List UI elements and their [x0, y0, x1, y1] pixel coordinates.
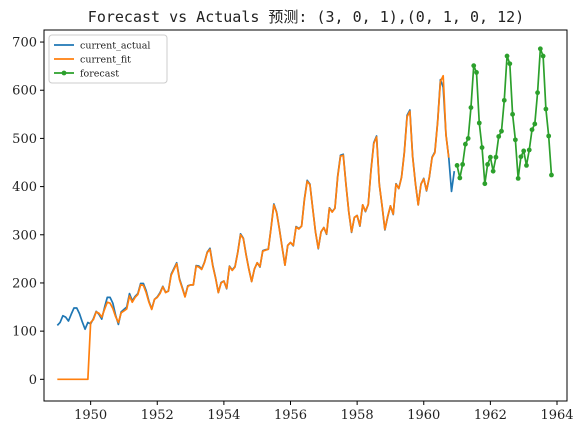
data-point-forecast [454, 162, 460, 168]
data-point-forecast [471, 63, 477, 69]
data-point-forecast [462, 141, 468, 147]
y-tick-label: 200 [12, 276, 37, 291]
data-point-forecast [482, 181, 488, 187]
data-point-forecast [535, 90, 540, 96]
data-point-forecast [490, 168, 496, 174]
x-tick-label: 1958 [341, 408, 374, 423]
data-point-forecast [529, 127, 535, 133]
data-point-forecast [504, 53, 510, 59]
data-point-forecast [540, 53, 546, 59]
x-tick-label: 1952 [141, 408, 174, 423]
axis-ticks: 1950 1952 1954 1956 1958 1960 1962 1964 0 100 200 3… [12, 36, 573, 423]
data-point-forecast [543, 106, 549, 112]
data-point-forecast [507, 61, 513, 67]
chart-title: Forecast vs Actuals 预测: (3, 0, 1),(0, 1,… [88, 8, 524, 26]
legend-marker [61, 70, 67, 76]
plot-area [56, 46, 554, 381]
data-point-forecast [457, 175, 463, 181]
y-tick-label: 100 [12, 325, 37, 340]
y-tick-label: 700 [12, 36, 37, 51]
legend-entry-forecast: forecast [80, 68, 119, 79]
x-tick-label: 1962 [474, 408, 507, 423]
data-point-forecast [499, 128, 504, 134]
data-point-forecast [521, 148, 527, 154]
legend-entry-current_actual: current_actual [80, 40, 150, 51]
data-point-forecast [526, 147, 532, 153]
data-point-forecast [515, 176, 521, 181]
data-point-forecast [485, 162, 491, 167]
series-line-forecast [456, 47, 553, 185]
y-tick-label: 600 [12, 84, 37, 99]
x-tick-label: 1964 [540, 408, 573, 423]
x-tick-label: 1960 [407, 408, 440, 423]
data-point-forecast [479, 145, 485, 150]
data-point-forecast [501, 97, 507, 103]
data-point-forecast [512, 137, 518, 143]
x-tick-label: 1956 [274, 408, 307, 423]
legend-box [48, 34, 168, 84]
data-point-forecast [487, 154, 493, 160]
data-point-forecast [493, 154, 499, 160]
data-point-forecast [532, 121, 538, 127]
data-point-forecast [546, 133, 552, 139]
data-point-forecast [524, 162, 529, 168]
y-tick-label: 0 [29, 373, 37, 388]
series-line-current_fit [57, 74, 450, 381]
data-point-forecast [476, 120, 482, 126]
x-tick-label: 1954 [207, 408, 240, 423]
y-tick-label: 400 [12, 180, 37, 195]
data-point-forecast [474, 70, 479, 75]
data-point-forecast [518, 154, 524, 160]
x-tick-label: 1950 [74, 408, 107, 423]
data-point-forecast [460, 162, 466, 167]
legend-entry-current_fit: current_fit [80, 54, 131, 65]
legend: current_actual current_fit forecast [48, 34, 168, 84]
data-point-forecast [549, 172, 554, 178]
y-tick-label: 500 [12, 132, 37, 147]
data-point-forecast [496, 134, 502, 139]
data-point-forecast [510, 111, 515, 117]
data-point-forecast [465, 136, 471, 141]
y-tick-label: 300 [12, 228, 37, 243]
axes-frame [43, 29, 568, 402]
data-point-forecast [537, 46, 543, 52]
data-point-forecast [468, 105, 474, 110]
